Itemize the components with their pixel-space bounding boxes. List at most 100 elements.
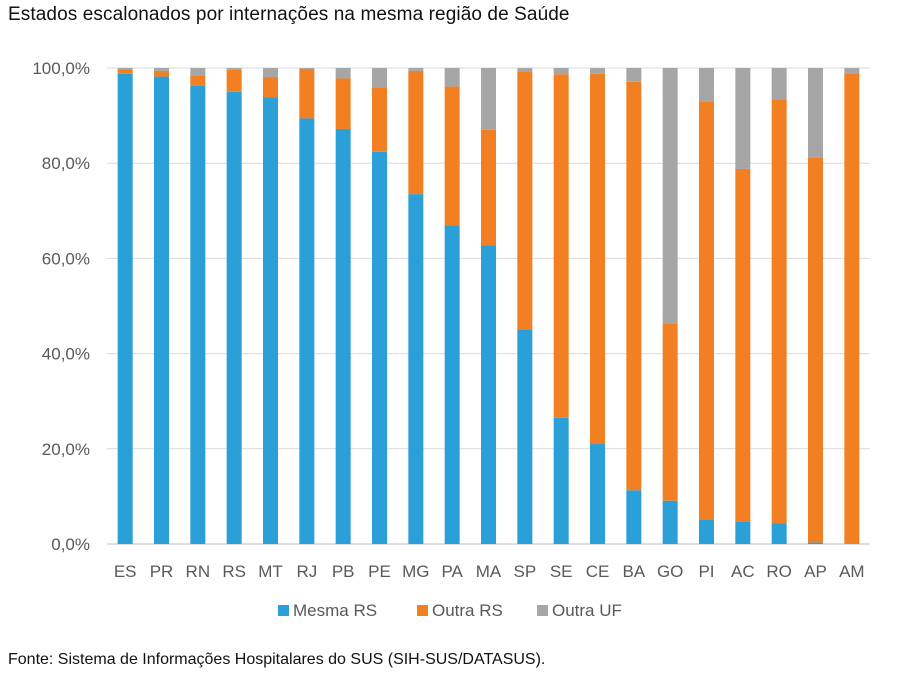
x-tick-label: RJ [296,562,317,581]
bar-segment [190,85,206,544]
bar-segment [481,129,496,246]
x-tick-label: GO [657,562,683,581]
bar-segment [408,70,424,195]
bar-segment [299,68,315,119]
x-tick-label: MG [402,562,429,581]
bar-segment [808,68,823,158]
x-tick-label: MT [258,562,283,581]
legend-swatch [537,605,548,616]
bar-segment [408,68,424,71]
x-tick-label: RS [222,562,246,581]
bar-segment [553,417,569,544]
bar-segment [626,81,642,491]
x-tick-label: MA [476,562,502,581]
x-tick-label: PI [698,562,714,581]
bar-segment [844,68,860,74]
bar-segment [299,118,315,545]
x-tick-label: PA [441,562,463,581]
bar-segment [517,329,533,544]
x-tick-label: ES [114,562,137,581]
bars [117,68,860,545]
bar-segment [408,194,424,544]
x-tick-label: RN [186,562,211,581]
bar-segment [662,68,678,324]
bar-segment [590,444,605,544]
bar-segment [626,490,642,544]
y-tick-label: 40,0% [42,345,90,364]
y-tick-label: 60,0% [42,249,90,268]
bar-segment [590,68,605,74]
bar-segment [626,68,642,82]
bar-segment [190,68,206,76]
bar-segment [844,73,860,545]
bar-segment [735,68,751,169]
bar-segment [771,99,787,524]
x-tick-label: AC [731,562,755,581]
bar-segment [444,86,460,226]
bar-segment [481,245,496,544]
bar-segment [735,521,751,544]
bar-segment [154,76,169,545]
y-tick-label: 100,0% [32,59,90,78]
bar-segment [662,500,678,544]
bar-segment [226,69,242,92]
x-tick-label: BA [622,562,645,581]
y-tick-label: 80,0% [42,154,90,173]
bar-segment [335,128,351,545]
x-tick-label: RO [766,562,792,581]
bar-segment [117,68,133,70]
x-tick-label: SP [513,562,536,581]
stacked-bar-chart: 0,0% 20,0% 40,0% 60,0% 80,0% 100,0% ES PR RN RS M… [32,59,870,620]
legend-label: Outra UF [552,601,622,620]
legend-label: Mesma RS [293,601,377,620]
bar-segment [335,78,351,129]
bar-segment [662,323,678,501]
bar-segment [444,68,460,87]
bar-segment [335,68,351,79]
bar-segment [735,168,751,522]
source-note: Fonte: Sistema de Informações Hospitalar… [8,651,546,668]
bar-segment [444,225,460,544]
bar-segment [553,74,569,418]
x-tick-label: SE [550,562,573,581]
bar-segment [808,542,823,544]
bar-segment [481,68,496,130]
bar-segment [154,70,169,77]
bar-segment [553,68,569,75]
bar-segment [590,73,605,445]
bar-segment [699,101,714,520]
x-tick-label: PR [150,562,174,581]
bar-segment [771,523,787,544]
bar-segment [372,68,387,88]
bar-segment [263,68,278,78]
bar-segment [517,68,533,72]
y-tick-label: 20,0% [42,440,90,459]
bar-segment [517,71,533,330]
legend: Mesma RS Outra RS Outra UF [278,601,622,620]
bar-segment [263,77,278,98]
x-tick-label: PE [368,562,391,581]
bar-segment [263,97,278,545]
bar-segment [154,68,169,71]
chart-title: Estados escalonados por internações na m… [8,4,570,25]
x-axis-tick-labels: ES PR RN RS MT RJ PB PE MG PA MA SP SE CE BA GO PI AC RO AP… [114,562,865,581]
legend-label: Outra RS [432,601,503,620]
bar-segment [299,68,315,69]
legend-swatch [278,605,289,616]
bar-segment [372,87,387,152]
bar-segment [699,68,714,102]
bar-segment [808,157,823,543]
bar-segment [771,68,787,100]
x-tick-label: AM [839,562,865,581]
legend-swatch [417,605,428,616]
bar-segment [117,73,133,544]
bar-segment [372,151,387,544]
x-tick-label: CE [586,562,610,581]
bar-segment [117,69,133,74]
bar-segment [226,91,242,545]
y-tick-label: 0,0% [51,535,90,554]
bar-segment [226,68,242,70]
x-tick-label: PB [332,562,355,581]
bar-segment [699,519,714,544]
x-tick-label: AP [804,562,827,581]
